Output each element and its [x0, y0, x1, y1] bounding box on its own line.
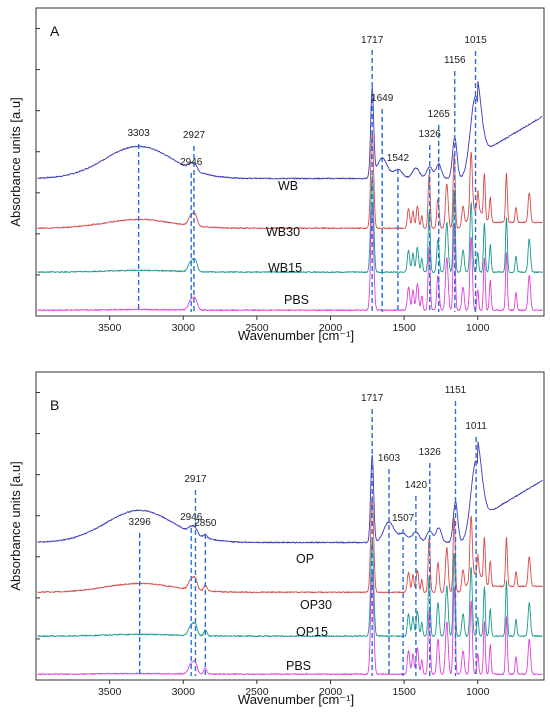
peak-label-3303: 3303: [128, 128, 151, 139]
y-axis-title: Absorbance units [a.u]: [8, 97, 23, 226]
peak-label-1542: 1542: [387, 153, 410, 164]
x-tick-label-3500: 3500: [98, 322, 122, 334]
peak-label-1717: 1717: [361, 393, 384, 404]
series-label-WB30: WB30: [266, 225, 300, 239]
x-tick-label-3500: 3500: [98, 686, 122, 698]
peak-label-1326: 1326: [419, 129, 442, 140]
peak-label-1717: 1717: [361, 35, 384, 46]
x-tick-label-1500: 1500: [392, 322, 416, 334]
series-WB30-line: [37, 131, 543, 230]
x-tick-label-2000: 2000: [319, 322, 343, 334]
series-label-OP: OP: [296, 552, 314, 566]
peak-label-1326: 1326: [419, 447, 442, 458]
x-tick-label-1000: 1000: [466, 322, 490, 334]
peak-label-1649: 1649: [371, 93, 394, 104]
x-tick-label-2500: 2500: [245, 322, 269, 334]
panel-letter: B: [50, 397, 59, 413]
peak-label-2946: 2946: [180, 512, 203, 523]
series-label-PBS: PBS: [286, 659, 311, 673]
y-axis-title: Absorbance units [a.u]: [8, 461, 23, 590]
x-tick-label-3000: 3000: [172, 686, 196, 698]
series-OP30-line: [37, 496, 543, 594]
series-WB15-line: [37, 175, 543, 274]
peak-label-3296: 3296: [129, 517, 152, 528]
series-label-WB15: WB15: [268, 261, 302, 275]
series-label-WB: WB: [278, 179, 298, 193]
peak-label-1015: 1015: [464, 35, 487, 46]
peak-label-2927: 2927: [183, 130, 206, 141]
peak-label-1603: 1603: [378, 453, 401, 464]
peak-label-1156: 1156: [444, 55, 466, 66]
series-label-OP30: OP30: [300, 598, 332, 612]
series-label-OP15: OP15: [296, 625, 328, 639]
peak-label-2917: 2917: [184, 474, 207, 485]
panel-letter: A: [50, 23, 60, 39]
peak-label-1151: 1151: [445, 385, 467, 396]
peak-label-1011: 1011: [465, 421, 487, 432]
x-tick-label-1500: 1500: [392, 686, 416, 698]
x-axis-title: Wavenumber [cm⁻¹]: [238, 328, 354, 343]
series-WB-line: [37, 81, 543, 180]
series-OP-line: [37, 441, 543, 544]
series-PBS-line: [37, 204, 543, 312]
peak-label-1265: 1265: [428, 109, 451, 120]
peak-label-2850: 2850: [194, 518, 217, 529]
peak-label-1507: 1507: [392, 513, 415, 524]
peak-label-1420: 1420: [405, 480, 428, 491]
series-label-PBS: PBS: [284, 293, 309, 307]
plot-frame: [35, 7, 545, 317]
plot-frame: [35, 371, 545, 681]
series-OP15-line: [37, 540, 543, 638]
x-tick-label-2500: 2500: [245, 686, 269, 698]
x-tick-label-1000: 1000: [466, 686, 490, 698]
peak-label-2946: 2946: [180, 157, 203, 168]
panel-B: 3500 3000 2500 2000 1500 1000 Wavenumber [cm⁻¹…: [8, 371, 545, 707]
x-tick-label-2000: 2000: [319, 686, 343, 698]
panel-A: 3500 3000 2500 2000 1500 1000 Wavenumber [cm⁻¹…: [8, 7, 545, 343]
x-axis-title: Wavenumber [cm⁻¹]: [238, 692, 354, 707]
x-tick-label-3000: 3000: [172, 322, 196, 334]
series-PBS-line: [37, 569, 543, 676]
